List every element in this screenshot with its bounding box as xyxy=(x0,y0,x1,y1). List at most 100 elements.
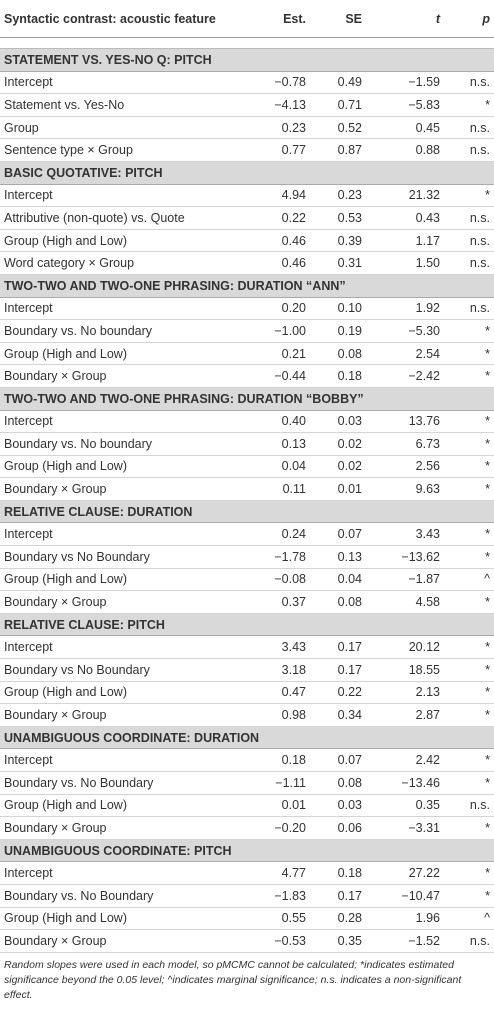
table-cell: Intercept xyxy=(4,75,53,90)
table-cell: Group (High and Low) xyxy=(4,911,127,926)
table-cell: 18.55 xyxy=(408,662,440,677)
table-row: Intercept 3.43 0.17 20.12 * xyxy=(0,636,494,660)
table-row: Boundary × Group 0.11 0.01 9.63 * xyxy=(0,478,494,501)
table-cell: 0.13 xyxy=(337,549,362,564)
table-cell: * xyxy=(485,640,490,655)
table-cell: Boundary × Group xyxy=(4,482,107,497)
table-cell: n.s. xyxy=(469,301,490,316)
table-cell: −0.08 xyxy=(274,572,306,587)
table-cell: 0.37 xyxy=(281,595,306,610)
table-row: Intercept 0.20 0.10 1.92 n.s. xyxy=(0,298,494,321)
table-row: Group (High and Low) 0.01 0.03 0.35 n.s. xyxy=(0,795,494,818)
table-row: Boundary × Group −0.20 0.06 −3.31 * xyxy=(0,817,494,840)
table-cell: −1.52 xyxy=(408,933,440,948)
table-cell: Intercept xyxy=(4,866,53,881)
table-row: Boundary vs No Boundary 3.18 0.17 18.55 * xyxy=(0,659,494,682)
table-cell: * xyxy=(485,527,490,542)
table-cell: * xyxy=(485,753,490,768)
table-cell: 0.11 xyxy=(282,482,306,497)
table-row: Group (High and Low) 0.21 0.08 2.54 * xyxy=(0,343,494,366)
table-cell: n.s. xyxy=(469,210,490,225)
table-row: Boundary × Group 0.37 0.08 4.58 * xyxy=(0,591,494,614)
section-header: STATEMENT VS. YES-NO Q: PITCH xyxy=(0,49,494,72)
table-cell: 0.19 xyxy=(337,323,362,338)
table-cell: Intercept xyxy=(4,414,53,429)
table-cell: Boundary × Group xyxy=(4,369,107,384)
table-cell: Boundary vs. No Boundary xyxy=(4,775,154,790)
table-cell: −4.13 xyxy=(274,97,306,112)
section-header: UNAMBIGUOUS COORDINATE: PITCH xyxy=(0,839,494,863)
header-cell: SE xyxy=(345,11,362,26)
table-cell: 0.28 xyxy=(337,911,362,926)
table-cell: −1.00 xyxy=(274,323,306,338)
table-cell: n.s. xyxy=(469,256,490,271)
table-cell: 0.18 xyxy=(281,753,306,768)
table-cell: 0.20 xyxy=(281,301,306,316)
table-cell: 0.46 xyxy=(281,233,306,248)
table-row: Boundary × Group −0.44 0.18 −2.42 * xyxy=(0,365,494,388)
table-cell: * xyxy=(485,414,490,429)
table-row: Intercept 4.94 0.23 21.32 * xyxy=(0,185,494,208)
table-cell: −1.87 xyxy=(408,572,440,587)
table-cell: Intercept xyxy=(4,301,53,316)
table-cell: 0.23 xyxy=(337,188,362,203)
table-row: Group (High and Low) 0.47 0.22 2.13 * xyxy=(0,682,494,705)
table-cell: ^ xyxy=(484,572,490,587)
table-cell: −2.42 xyxy=(408,369,440,384)
table-cell: Intercept xyxy=(4,753,53,768)
table-body: STATEMENT VS. YES-NO Q: PITCH Intercept −0… xyxy=(0,49,494,953)
table-cell: n.s. xyxy=(469,798,490,813)
table-row: Intercept 0.24 0.07 3.43 * xyxy=(0,523,494,547)
table-cell: Intercept xyxy=(4,527,53,542)
table-row: Intercept −0.78 0.49 −1.59 n.s. xyxy=(0,72,494,95)
table-cell: 1.96 xyxy=(415,911,440,926)
table-cell: −13.62 xyxy=(401,549,440,564)
table-cell: 0.13 xyxy=(281,436,306,451)
table-cell: 4.77 xyxy=(281,866,306,881)
table-cell: 2.87 xyxy=(415,708,440,723)
table-cell: ^ xyxy=(484,911,490,926)
table-cell: Statement vs. Yes-No xyxy=(4,97,125,112)
table-cell: * xyxy=(485,595,490,610)
table-cell: 3.43 xyxy=(415,527,440,542)
table-cell: 27.22 xyxy=(408,866,440,881)
table-cell: −5.30 xyxy=(408,323,440,338)
table-row: Group (High and Low) 0.04 0.02 2.56 * xyxy=(0,456,494,479)
table-cell: 2.56 xyxy=(415,459,440,474)
table-cell: n.s. xyxy=(469,143,490,158)
table-cell: 0.43 xyxy=(415,210,440,225)
table-cell: * xyxy=(485,482,490,497)
table-cell: 0.47 xyxy=(281,685,306,700)
table-cell: 0.18 xyxy=(337,866,362,881)
table-cell: Attributive (non-quote) vs. Quote xyxy=(4,210,185,225)
table-cell: Word category × Group xyxy=(4,256,135,271)
table-cell: 3.43 xyxy=(281,640,306,655)
table-cell: * xyxy=(485,97,490,112)
table-cell: −1.83 xyxy=(274,888,306,903)
table-row: Boundary × Group 0.98 0.34 2.87 * xyxy=(0,704,494,727)
table-cell: 0.02 xyxy=(337,436,362,451)
table-cell: Boundary × Group xyxy=(4,708,107,723)
table-cell: * xyxy=(485,866,490,881)
table-cell: −5.83 xyxy=(408,97,440,112)
table-cell: * xyxy=(485,323,490,338)
table-cell: Group xyxy=(4,120,39,135)
table-cell: −0.44 xyxy=(274,369,306,384)
header-cell: Syntactic contrast: acoustic feature xyxy=(4,11,216,26)
header-cell: Est. xyxy=(283,11,306,26)
table-cell: * xyxy=(485,820,490,835)
table-cell: * xyxy=(485,346,490,361)
table-cell: Group (High and Low) xyxy=(4,346,127,361)
table-cell: 21.32 xyxy=(408,188,440,203)
table-cell: 1.17 xyxy=(415,233,440,248)
table-cell: 4.94 xyxy=(281,188,306,203)
table-cell: 0.34 xyxy=(337,708,362,723)
table-cell: 0.35 xyxy=(415,798,440,813)
table-row: Boundary vs No Boundary −1.78 0.13 −13.62 * xyxy=(0,546,494,569)
table-cell: −1.59 xyxy=(408,75,440,90)
table-cell: * xyxy=(485,685,490,700)
table-cell: Group (High and Low) xyxy=(4,459,127,474)
table-cell: Intercept xyxy=(4,640,53,655)
table-cell: * xyxy=(485,188,490,203)
table-cell: 2.42 xyxy=(415,753,440,768)
